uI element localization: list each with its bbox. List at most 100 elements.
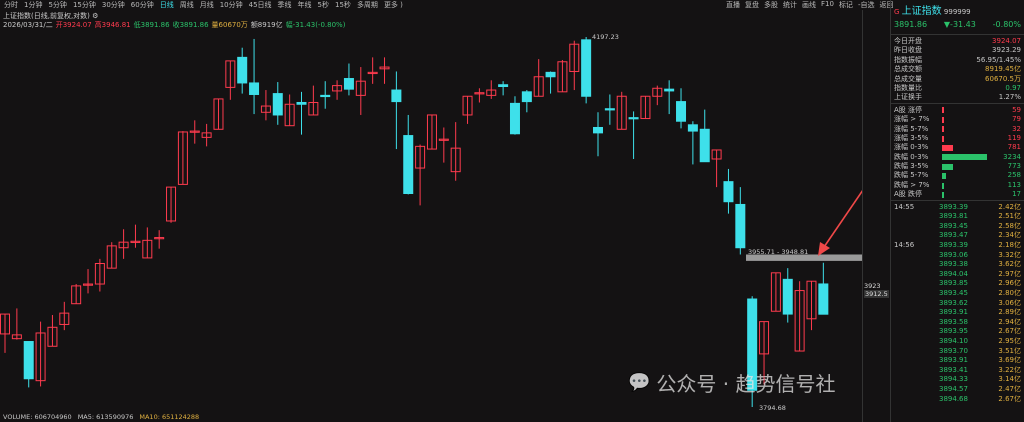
tick-price: 3893.45 xyxy=(939,288,968,297)
tab-period[interactable]: 60分钟 xyxy=(130,1,154,9)
candle-body xyxy=(498,84,509,87)
tab-period[interactable]: 日线 xyxy=(159,1,174,9)
stat-row: 上证换手 1.27% xyxy=(891,93,1024,102)
candle-body xyxy=(628,117,639,120)
toolbar-button[interactable]: 标记 xyxy=(838,1,853,9)
toolbar-button[interactable]: F10 xyxy=(821,0,834,8)
tab-period[interactable]: 5分钟 xyxy=(48,1,67,9)
tab-period[interactable]: 多周期 xyxy=(356,1,378,9)
tick-amount: 2.67亿 xyxy=(998,394,1021,403)
breadth-value: 17 xyxy=(1012,190,1021,199)
breadth-bar xyxy=(942,191,944,198)
tick-row: 3893.91 2.89亿 xyxy=(891,308,1024,318)
candle-body xyxy=(83,283,94,286)
tab-period[interactable]: 30分钟 xyxy=(101,1,125,9)
candle-body xyxy=(794,290,805,352)
tick-row: 3894.68 2.67亿 xyxy=(891,395,1024,405)
breadth-label: 涨幅 0-3% xyxy=(894,143,929,152)
breadth-value: 59 xyxy=(1012,105,1021,114)
tick-price: 3893.62 xyxy=(939,298,968,307)
annotation-arrow xyxy=(821,190,862,251)
breadth-value: 119 xyxy=(1007,133,1021,142)
tick-price: 3893.41 xyxy=(939,365,968,374)
breadth-row: A股 跌停 17 xyxy=(891,190,1024,199)
tick-row: 3893.58 2.94亿 xyxy=(891,318,1024,328)
stat-label: 指数振幅 xyxy=(894,55,922,64)
tab-period[interactable]: 15分钟 xyxy=(72,1,96,9)
breadth-bar-track xyxy=(942,144,997,151)
tick-time xyxy=(894,270,939,280)
tick-amount: 3.62亿 xyxy=(998,260,1021,269)
tab-period[interactable]: 10分钟 xyxy=(219,1,243,9)
candle-body xyxy=(308,101,319,116)
tick-row: 3893.45 2.58亿 xyxy=(891,222,1024,232)
candle-body xyxy=(35,332,46,382)
toolbar-button[interactable]: 直播 xyxy=(726,1,740,9)
breadth-row: 涨幅 3-5% 119 xyxy=(891,134,1024,143)
tab-period[interactable]: 分时 xyxy=(4,1,18,9)
tick-price: 3893.81 xyxy=(939,212,968,221)
candle-body xyxy=(640,95,651,120)
tick-amount: 2.97亿 xyxy=(998,269,1021,278)
stat-label: 上证换手 xyxy=(894,93,922,102)
tick-time xyxy=(894,299,939,309)
quote-panel: G 上证指数 999999 3891.86 ▼-31.43 -0.80% 今日开盘 3… xyxy=(890,0,1024,422)
stat-label: 今日开盘 xyxy=(894,37,922,45)
info-low: 低3891.86 xyxy=(133,21,170,29)
candle-body xyxy=(367,71,378,75)
settings-icon[interactable]: ⚙ xyxy=(92,12,99,20)
tick-amount: 2.96亿 xyxy=(998,279,1021,288)
tab-period[interactable]: 月线 xyxy=(199,1,214,9)
tab-period[interactable]: 1分钟 xyxy=(24,1,43,9)
toolbar-button[interactable]: -自选 xyxy=(857,1,875,9)
chart-title-text: 上证指数(日线,前复权,对数) xyxy=(3,12,90,20)
toolbar-button[interactable]: 画线 xyxy=(802,1,816,9)
breadth-label: 涨幅 5-7% xyxy=(894,124,929,133)
index-code: 999999 xyxy=(943,8,971,16)
tab-period[interactable]: 更多 ) xyxy=(383,1,403,9)
breadth-row: 跌幅 0-3% 3234 xyxy=(891,153,1024,162)
candle-body xyxy=(735,203,746,249)
volume-info: VOLUME: 606704960 MA5: 613590976 MA10: 651… xyxy=(3,413,205,421)
candlestick-chart[interactable]: 4197.23 3794.68 3955.71 - 3948.81 xyxy=(0,28,862,413)
tick-time xyxy=(894,347,939,357)
toolbar-button[interactable]: 复盘 xyxy=(745,1,759,9)
candle-body xyxy=(189,130,200,133)
candle-body xyxy=(260,105,271,113)
breadth-label: 跌幅 5-7% xyxy=(894,171,929,180)
candle-body xyxy=(225,60,236,88)
breadth-value: 781 xyxy=(1007,143,1021,152)
wechat-icon: 💬 xyxy=(628,372,651,393)
info-change: 幅-31.43(-0.80%) xyxy=(285,21,346,29)
tab-period[interactable]: 5秒 xyxy=(317,1,330,9)
candle-body xyxy=(201,132,212,138)
breadth-bar-track xyxy=(942,163,997,170)
tick-amount: 3.06亿 xyxy=(998,298,1021,307)
tab-period[interactable]: 15秒 xyxy=(335,1,351,9)
tab-period[interactable]: 年线 xyxy=(297,1,312,9)
breadth-bar-track xyxy=(942,107,997,114)
candle-body xyxy=(676,101,687,122)
tick-amount: 2.51亿 xyxy=(998,212,1021,221)
tick-time xyxy=(894,395,939,405)
tick-row: 3893.47 2.34亿 xyxy=(891,231,1024,241)
tick-price: 3894.33 xyxy=(939,375,968,384)
tab-period[interactable]: 季线 xyxy=(277,1,292,9)
tick-amount: 3.14亿 xyxy=(998,375,1021,384)
tick-row: 3894.04 2.97亿 xyxy=(891,270,1024,280)
candle-body xyxy=(142,239,153,259)
breadth-label: 跌幅 3-5% xyxy=(894,162,929,171)
toolbar-button[interactable]: 统计 xyxy=(783,1,797,9)
candle-body xyxy=(415,145,426,169)
axis-label-current: 3912.5 xyxy=(864,290,889,298)
stat-label: 指数量比 xyxy=(894,83,922,92)
tab-period[interactable]: 45日线 xyxy=(248,1,272,9)
toolbar-button[interactable]: 返回 xyxy=(879,1,894,9)
tab-period[interactable]: 周线 xyxy=(179,1,194,9)
tick-amount: 2.58亿 xyxy=(998,221,1021,230)
price-axis: 3923 3912.5 xyxy=(862,10,890,422)
candle-body xyxy=(747,298,758,391)
tick-price: 3893.58 xyxy=(939,317,968,326)
candle-body xyxy=(343,78,354,90)
toolbar-button[interactable]: 多股 xyxy=(764,1,778,9)
